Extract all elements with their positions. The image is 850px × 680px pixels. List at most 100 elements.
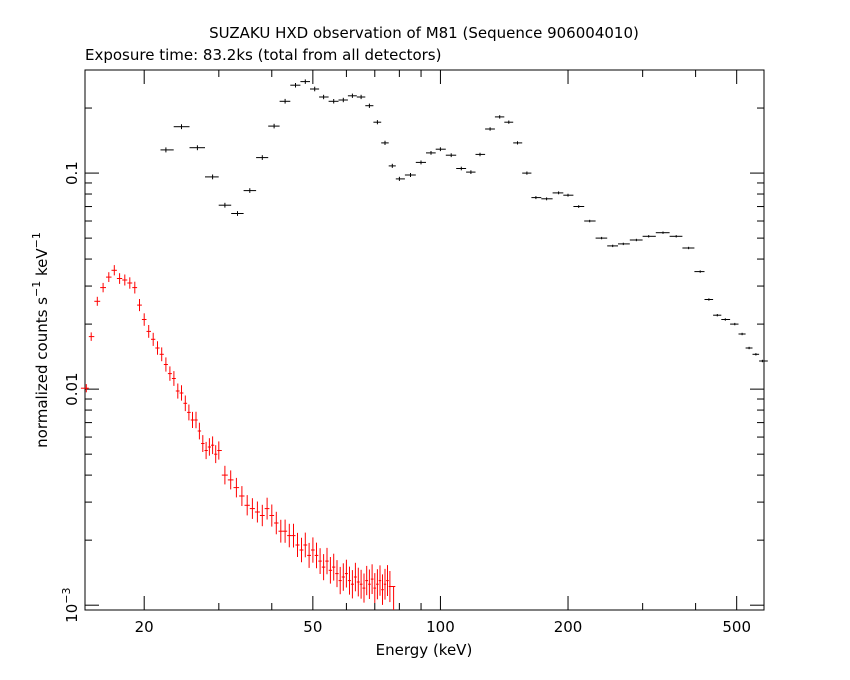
y-tick-label-main: 0.1 bbox=[63, 161, 81, 185]
data-point bbox=[116, 273, 123, 284]
y-tick-label-main: 0.01 bbox=[63, 372, 81, 405]
data-point bbox=[338, 566, 342, 595]
data-point bbox=[259, 504, 265, 527]
data-point bbox=[704, 298, 714, 301]
data-point bbox=[404, 173, 416, 177]
data-point bbox=[415, 160, 426, 165]
data-point bbox=[100, 282, 106, 293]
series-layer bbox=[80, 79, 768, 610]
series-2 bbox=[80, 265, 396, 610]
plot-frame bbox=[84, 69, 765, 611]
data-point bbox=[682, 246, 695, 250]
data-point bbox=[445, 153, 457, 158]
data-point bbox=[295, 532, 300, 557]
data-point bbox=[475, 152, 486, 157]
data-point bbox=[287, 523, 292, 548]
data-point bbox=[282, 519, 288, 543]
y-axis-label-exp2: −1 bbox=[30, 232, 43, 248]
x-tick-label: 200 bbox=[554, 618, 583, 636]
data-point bbox=[106, 272, 112, 282]
data-point bbox=[694, 270, 705, 273]
data-point bbox=[194, 411, 198, 429]
data-point bbox=[167, 366, 172, 381]
data-point bbox=[231, 211, 244, 216]
x-axis-label: Energy (keV) bbox=[376, 641, 473, 659]
data-point bbox=[94, 296, 101, 306]
data-point bbox=[338, 97, 348, 103]
data-point bbox=[254, 501, 260, 523]
data-point bbox=[163, 357, 168, 372]
data-point bbox=[325, 547, 329, 575]
data-point bbox=[207, 438, 211, 456]
y-tick-label: 0.1 bbox=[63, 161, 81, 185]
data-point bbox=[353, 562, 357, 592]
data-point bbox=[359, 569, 363, 599]
data-point bbox=[373, 573, 377, 603]
data-point bbox=[356, 94, 366, 100]
data-point bbox=[239, 486, 245, 506]
y-tick-label: 0.01 bbox=[63, 372, 81, 405]
data-point bbox=[344, 559, 348, 588]
data-point bbox=[160, 147, 174, 153]
data-point bbox=[752, 353, 760, 356]
data-point bbox=[299, 537, 304, 563]
data-point bbox=[350, 570, 354, 599]
data-point bbox=[274, 511, 279, 535]
data-point bbox=[395, 176, 405, 181]
data-point bbox=[573, 205, 585, 208]
data-point bbox=[669, 235, 683, 238]
data-point bbox=[201, 435, 205, 452]
data-point bbox=[388, 163, 396, 168]
data-point bbox=[713, 314, 722, 317]
data-point bbox=[256, 155, 269, 160]
data-point bbox=[328, 99, 339, 104]
data-point bbox=[187, 404, 191, 421]
data-point bbox=[151, 332, 156, 346]
data-point bbox=[738, 332, 746, 336]
data-point bbox=[233, 477, 240, 498]
data-point bbox=[494, 115, 505, 119]
data-point bbox=[80, 384, 89, 393]
data-point bbox=[122, 274, 128, 286]
data-point bbox=[368, 569, 371, 599]
data-point bbox=[190, 411, 195, 428]
x-tick-label: 500 bbox=[722, 618, 751, 636]
data-point bbox=[584, 219, 596, 223]
y-axis-ticks bbox=[85, 107, 764, 606]
data-point bbox=[244, 495, 250, 516]
chart-title: SUZAKU HXD observation of M81 (Sequence … bbox=[209, 24, 639, 42]
y-axis-label-main: normalized counts s bbox=[33, 297, 51, 448]
data-point bbox=[171, 371, 176, 386]
data-point bbox=[607, 244, 618, 248]
y-tick-labels: 0.1 0.01 10−3 bbox=[60, 161, 81, 623]
data-point bbox=[381, 140, 389, 145]
data-point bbox=[341, 563, 345, 591]
data-point bbox=[204, 441, 208, 460]
data-point bbox=[730, 322, 739, 326]
data-point bbox=[221, 465, 228, 485]
data-point bbox=[310, 86, 320, 92]
y-tick-label: 10−3 bbox=[60, 588, 81, 623]
data-point bbox=[332, 553, 336, 581]
data-point bbox=[227, 470, 234, 490]
data-point bbox=[291, 523, 296, 548]
data-point bbox=[189, 145, 205, 151]
data-point bbox=[264, 497, 270, 520]
data-point bbox=[300, 79, 310, 84]
data-point bbox=[531, 196, 542, 200]
data-point bbox=[278, 519, 283, 543]
x-tick-label: 50 bbox=[303, 618, 322, 636]
data-point bbox=[347, 566, 351, 595]
y-axis-label-mid: keV bbox=[33, 248, 51, 281]
x-tick-labels: 20 50 100 200 500 bbox=[135, 618, 751, 636]
data-point bbox=[435, 147, 446, 152]
data-point bbox=[745, 346, 753, 350]
data-point bbox=[279, 98, 291, 104]
data-point bbox=[504, 120, 514, 124]
data-point bbox=[268, 123, 280, 129]
data-point bbox=[373, 120, 382, 125]
data-point bbox=[522, 171, 532, 175]
data-point bbox=[618, 242, 630, 246]
data-point bbox=[365, 565, 369, 596]
data-point bbox=[563, 193, 574, 197]
